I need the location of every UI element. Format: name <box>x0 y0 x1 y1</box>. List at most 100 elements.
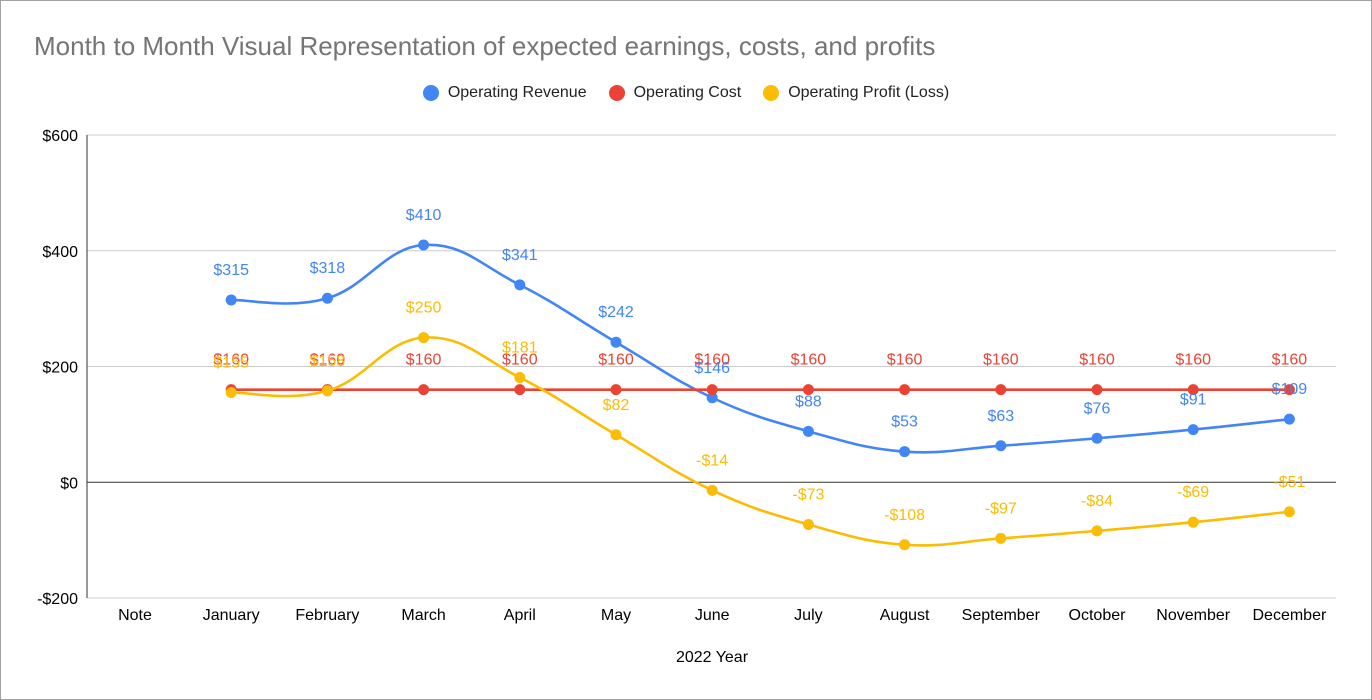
point-revenue <box>1187 424 1199 436</box>
point-revenue <box>514 279 526 291</box>
legend-label-profit: Operating Profit (Loss) <box>788 84 950 101</box>
data-label-profit: $181 <box>502 339 538 356</box>
data-label-cost: $160 <box>598 352 634 369</box>
data-label-profit: -$73 <box>792 486 824 503</box>
data-label-cost: $160 <box>694 352 730 369</box>
point-cost <box>1187 384 1199 396</box>
data-label-profit: $250 <box>406 300 442 317</box>
point-cost <box>995 384 1007 396</box>
point-profit <box>706 484 718 496</box>
y-tick-label: $400 <box>42 244 78 261</box>
data-label-cost: $160 <box>791 352 827 369</box>
point-revenue <box>899 446 911 458</box>
data-label-cost: $160 <box>213 352 249 369</box>
data-label-revenue: $109 <box>1272 381 1308 398</box>
legend-item-profit[interactable]: Operating Profit (Loss) <box>763 84 949 102</box>
x-tick-label: July <box>794 607 822 624</box>
x-tick-label: November <box>1156 607 1230 624</box>
data-label-revenue: $318 <box>310 260 346 277</box>
point-revenue <box>706 392 718 404</box>
point-revenue <box>418 239 430 251</box>
point-profit <box>995 532 1007 544</box>
data-label-cost: $160 <box>1175 352 1211 369</box>
x-tick-label: December <box>1252 607 1326 624</box>
data-label-cost: $160 <box>887 352 923 369</box>
x-tick-label: March <box>401 607 445 624</box>
point-profit <box>1187 516 1199 528</box>
chart-title: Month to Month Visual Representation of … <box>34 31 936 61</box>
legend-item-revenue[interactable]: Operating Revenue <box>422 84 587 102</box>
legend-marker-profit <box>763 85 780 101</box>
point-cost <box>1091 384 1103 396</box>
data-label-profit: $155 <box>213 355 249 372</box>
point-profit <box>514 371 526 383</box>
point-profit <box>610 429 622 441</box>
data-label-profit: -$97 <box>985 500 1017 517</box>
point-revenue <box>995 440 1007 452</box>
data-label-revenue: $315 <box>213 262 249 279</box>
data-label-revenue: $53 <box>891 414 918 431</box>
data-label-revenue: $410 <box>406 207 442 224</box>
y-tick-label: $0 <box>60 475 78 492</box>
data-label-revenue: $63 <box>987 408 1014 425</box>
point-cost <box>1283 384 1295 396</box>
legend: Operating Revenue Operating Cost Operati… <box>1 84 1371 102</box>
x-tick-label: January <box>203 607 260 624</box>
data-label-profit: $158 <box>310 353 346 370</box>
point-revenue <box>1283 413 1295 425</box>
data-label-cost: $160 <box>983 352 1019 369</box>
data-label-revenue: $91 <box>1180 392 1207 409</box>
x-tick-label: May <box>601 607 631 624</box>
point-cost <box>706 384 718 396</box>
legend-label-revenue: Operating Revenue <box>447 84 587 101</box>
x-tick-label: June <box>695 607 730 624</box>
point-profit <box>225 387 237 399</box>
point-profit <box>418 332 430 344</box>
y-tick-label: -$200 <box>37 591 78 608</box>
y-tick-label: $600 <box>42 128 78 145</box>
point-profit <box>1283 506 1295 518</box>
point-revenue <box>610 336 622 348</box>
data-label-profit: -$108 <box>884 507 925 524</box>
legend-item-cost[interactable]: Operating Cost <box>608 84 742 102</box>
point-profit <box>321 385 333 397</box>
point-revenue <box>802 425 814 437</box>
data-label-revenue: $88 <box>795 393 822 410</box>
data-label-profit: -$14 <box>696 452 728 469</box>
point-profit <box>802 518 814 530</box>
point-cost <box>514 384 526 396</box>
legend-marker-cost <box>608 85 625 101</box>
data-label-profit: -$51 <box>1273 474 1305 491</box>
data-label-profit: $82 <box>603 397 630 414</box>
point-cost <box>418 384 430 396</box>
point-revenue <box>321 292 333 304</box>
data-label-revenue: $341 <box>502 247 538 264</box>
x-tick-label: April <box>504 607 536 624</box>
x-tick-label: August <box>880 607 930 624</box>
point-profit <box>899 539 911 551</box>
x-tick-label: September <box>962 607 1041 624</box>
point-cost <box>802 384 814 396</box>
legend-label-cost: Operating Cost <box>633 84 742 101</box>
x-tick-label: Note <box>118 607 152 624</box>
data-label-layer: $315 $318 $410 $341 $242 $146 $88 $53 $63 $76 $91 $… <box>213 207 1307 524</box>
point-revenue <box>225 294 237 306</box>
data-label-profit: -$84 <box>1081 493 1113 510</box>
x-tick-label: October <box>1069 607 1127 624</box>
data-label-cost: $160 <box>1079 352 1115 369</box>
series-line-profit <box>231 336 1290 547</box>
legend-marker-revenue <box>422 85 439 101</box>
data-label-profit: -$69 <box>1177 484 1209 501</box>
series-layer <box>225 239 1295 551</box>
data-label-revenue: $146 <box>694 360 730 377</box>
data-label-revenue: $242 <box>598 304 634 321</box>
data-label-cost: $160 <box>406 352 442 369</box>
x-axis-title: 2022 Year <box>676 649 749 666</box>
series-line-revenue <box>231 243 1290 454</box>
data-label-cost: $160 <box>310 352 346 369</box>
data-label-cost: $160 <box>502 352 538 369</box>
y-tick-label: $200 <box>42 360 78 377</box>
axis-layer: -$200 $0 $200 $400 $600 Note January February Ma… <box>37 128 1327 624</box>
